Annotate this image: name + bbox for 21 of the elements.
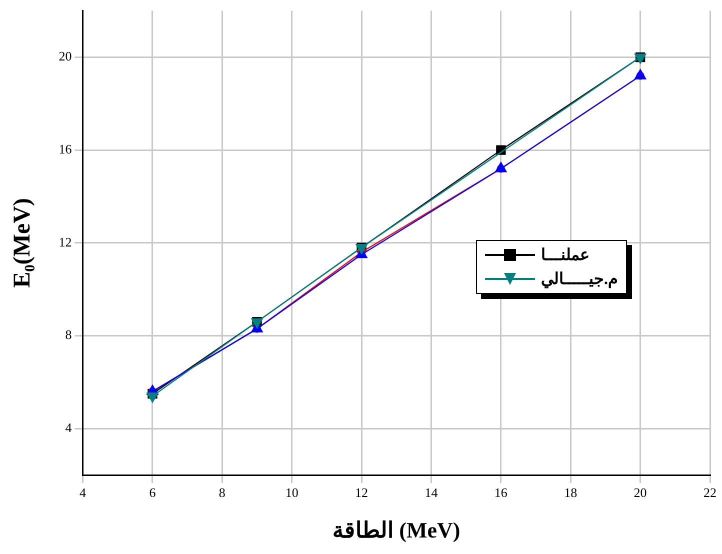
x-tick-label: 20 <box>634 485 647 500</box>
y-tick-label: 20 <box>58 48 72 64</box>
x-tick-label: 4 <box>80 485 87 500</box>
point <box>634 69 646 80</box>
x-tick-label: 22 <box>704 485 716 500</box>
x-tick-label: 16 <box>494 485 508 500</box>
y-tick-label: 4 <box>65 420 72 435</box>
x-tick-label: 8 <box>218 485 226 500</box>
legend-label: م.جيـــــالي <box>541 270 618 289</box>
y-tick-label: 12 <box>58 234 72 250</box>
x-tick-label: 10 <box>285 485 298 500</box>
y-tick-label: 8 <box>65 327 72 342</box>
x-tick-label: 12 <box>355 485 368 500</box>
legend-label: عملنـــا <box>541 246 590 265</box>
x-tick-label: 18 <box>564 485 578 500</box>
x-tick-label: 6 <box>149 485 156 500</box>
point <box>495 162 507 172</box>
x-axis-title: الطاقة (MeV) <box>332 517 460 542</box>
x-tick-label: 14 <box>424 485 438 500</box>
y-tick-label: 16 <box>58 141 72 156</box>
y-axis-title: E₀(MeV) <box>10 198 36 288</box>
